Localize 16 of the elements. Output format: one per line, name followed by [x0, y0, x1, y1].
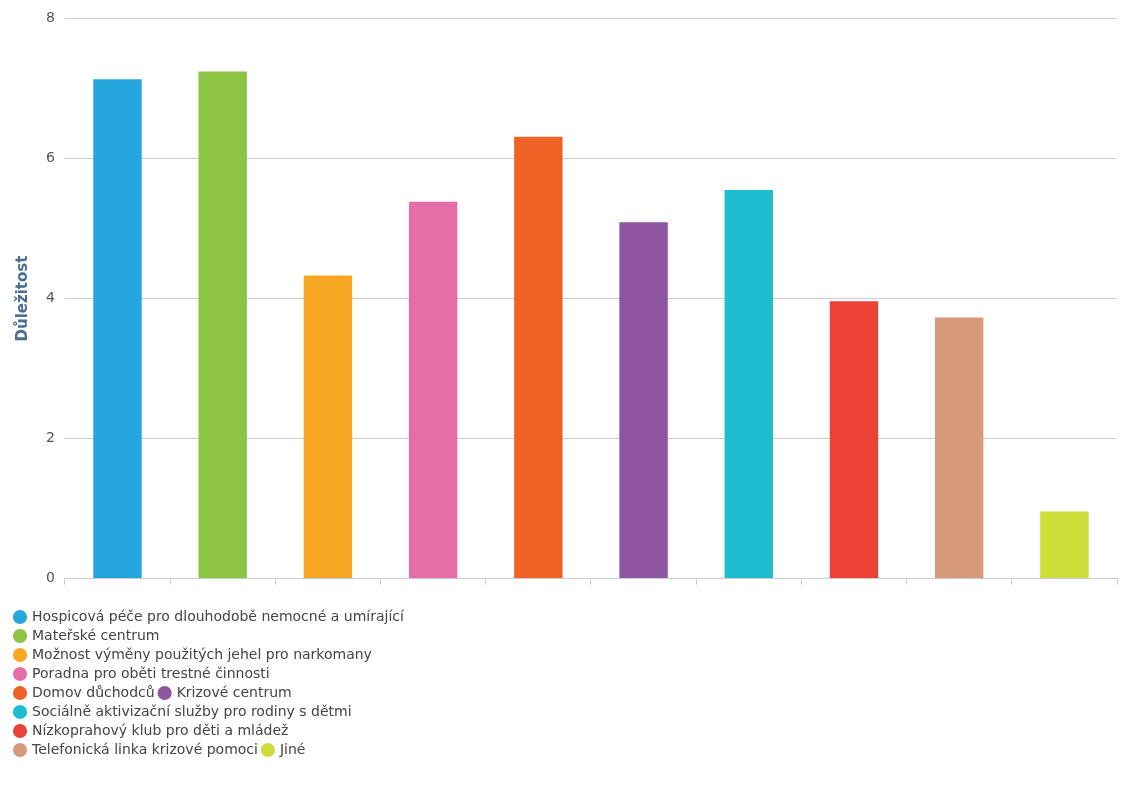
legend-label: Krizové centrum: [176, 683, 292, 700]
y-axis-title: Důležitost: [12, 255, 31, 342]
y-tick-label: 4: [45, 289, 55, 306]
legend-label: Telefonická linka krizové pomoci: [31, 740, 258, 757]
legend-label: Nízkoprahový klub pro děti a mládež: [32, 721, 289, 738]
legend-label: Možnost výměny použitých jehel pro narkomany: [32, 645, 372, 662]
legend-label: Mateřské centrum: [32, 626, 160, 643]
legend-label: Hospicová péče pro dlouhodobě nemocné a umírající: [32, 607, 405, 624]
legend-label: Domov důchodců: [32, 683, 155, 700]
y-tick-label: 8: [45, 9, 55, 26]
legend-label: Sociálně aktivizační služby pro rodiny s dětmi: [32, 702, 352, 719]
y-tick-label: 0: [45, 569, 55, 586]
y-tick-label: 6: [45, 149, 55, 166]
y-tick-label: 2: [45, 429, 55, 446]
legend-label: Jiné: [278, 740, 306, 757]
legend-label: Poradna pro oběti trestné činnosti: [32, 664, 270, 681]
